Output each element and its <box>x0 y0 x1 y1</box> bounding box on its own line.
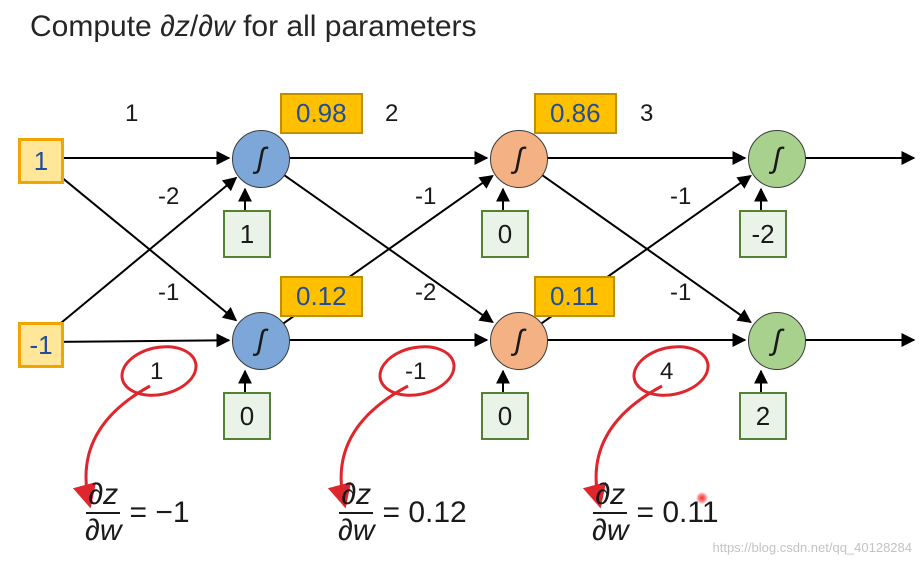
weight-circle-11 <box>628 338 715 403</box>
weight-label-10: -1 <box>670 279 691 307</box>
weight-circle-3 <box>116 338 203 403</box>
input-x2: -1 <box>18 322 64 368</box>
sigmoid-node-l1-1: ʃ <box>232 130 290 188</box>
sigmoid-node-l1-2: ʃ <box>232 312 290 370</box>
activation-badge-l2-2: 0.11 <box>534 276 615 317</box>
bias-box-l1-2: 0 <box>223 392 271 440</box>
weight-circle-7 <box>374 338 461 403</box>
weight-label-6: -2 <box>415 279 436 307</box>
sigmoid-node-l2-1: ʃ <box>490 130 548 188</box>
input-x1: 1 <box>18 138 64 184</box>
watermark: https://blog.csdn.net/qq_40128284 <box>713 540 913 555</box>
bias-box-l3-2: 2 <box>739 392 787 440</box>
bias-box-l1-1: 1 <box>223 210 271 258</box>
bias-box-l2-2: 0 <box>481 392 529 440</box>
sigmoid-node-l2-2: ʃ <box>490 312 548 370</box>
sigmoid-node-l3-2: ʃ <box>748 312 806 370</box>
sigmoid-node-l3-1: ʃ <box>748 130 806 188</box>
activation-badge-l1-2: 0.12 <box>280 276 363 317</box>
gradient-equation-3: ∂z∂w= 0.11 <box>592 480 719 546</box>
gradient-equation-2: ∂z∂w= 0.12 <box>338 480 467 546</box>
activation-badge-l1-1: 0.98 <box>280 93 363 134</box>
weight-label-5: -1 <box>415 183 436 211</box>
laser-pointer <box>696 492 708 504</box>
bias-box-l2-1: 0 <box>481 210 529 258</box>
weight-label-0: 1 <box>125 100 138 128</box>
weight-label-9: -1 <box>670 183 691 211</box>
weight-label-1: -2 <box>158 183 179 211</box>
activation-badge-l2-1: 0.86 <box>534 93 617 134</box>
gradient-equation-1: ∂z∂w= −1 <box>85 480 190 546</box>
network-edges <box>0 0 924 561</box>
bias-box-l3-1: -2 <box>739 210 787 258</box>
page-title: Compute ∂z/∂w for all parameters <box>30 10 477 44</box>
weight-label-4: 2 <box>385 100 398 128</box>
weight-label-8: 3 <box>640 100 653 128</box>
weight-label-2: -1 <box>158 279 179 307</box>
